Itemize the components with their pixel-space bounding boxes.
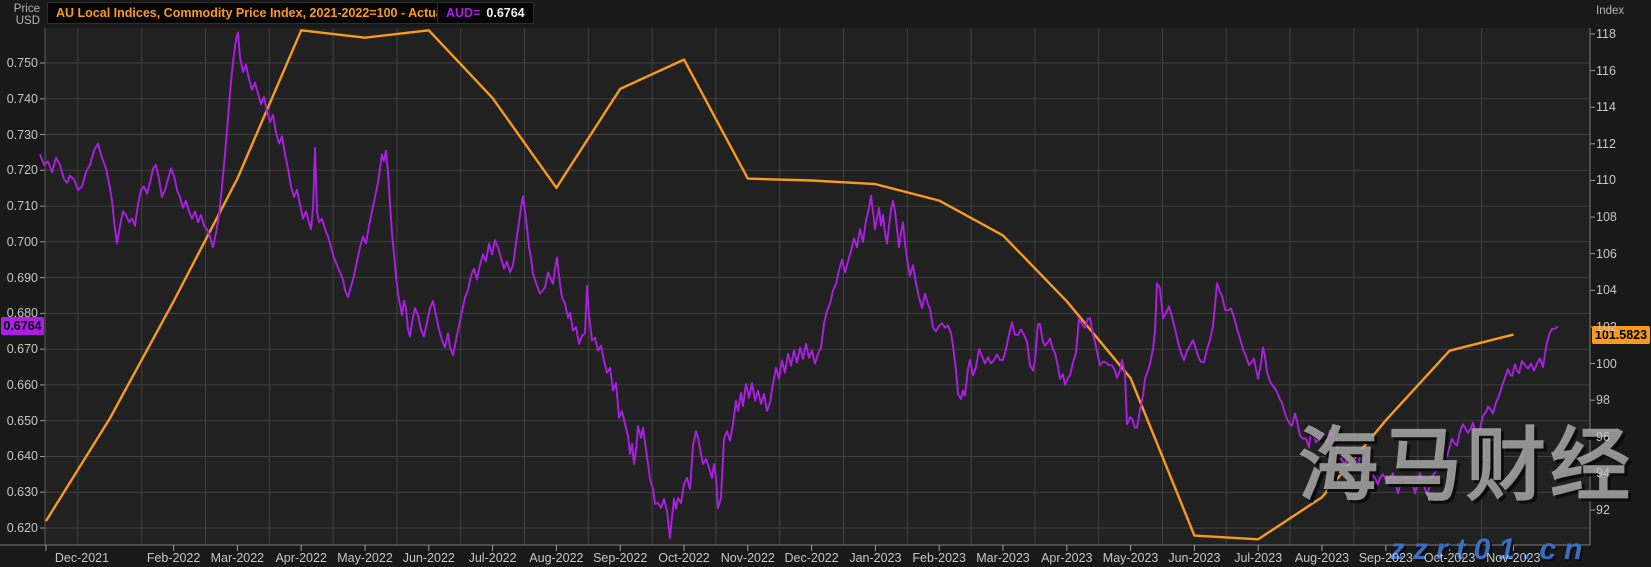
- y-axis-label-left: 0.690: [6, 270, 38, 285]
- cpi-line: [44, 29, 1514, 541]
- y-axis-label-left: 0.660: [6, 377, 38, 392]
- cpi-last-price-badge: 101.5823: [1592, 326, 1650, 344]
- y-axis-label-right: 92: [1596, 503, 1610, 517]
- x-axis-label: Oct-2022: [658, 551, 710, 565]
- y-axis-label-right: 100: [1596, 356, 1617, 371]
- right-axis-title: Index: [1596, 5, 1625, 17]
- y-axis-label-right: 96: [1596, 429, 1610, 444]
- x-axis-label: Aug-2022: [529, 551, 584, 565]
- y-axis-label-right: 106: [1596, 246, 1617, 261]
- y-axis-label-left: 0.720: [6, 163, 38, 178]
- y-axis-label-left: 0.730: [6, 127, 38, 142]
- y-axis-label-right: 94: [1596, 466, 1610, 481]
- y-axis-label-right: 116: [1596, 63, 1616, 78]
- x-axis-label: Dec-2022: [784, 551, 839, 565]
- y-axis-label-left: 0.620: [6, 521, 38, 535]
- y-axis-label-left: 0.640: [6, 449, 38, 464]
- left-axis-title-line2: USD: [15, 15, 40, 27]
- y-axis-label-left: 0.710: [6, 199, 38, 214]
- y-axis-label-right: 118: [1596, 27, 1616, 41]
- x-axis-label: Dec-2021: [54, 551, 110, 565]
- x-axis-label: Apr-2023: [1041, 551, 1093, 565]
- legend-aud-value: 0.6764: [486, 6, 525, 20]
- x-axis-label: Jul-2022: [468, 551, 517, 565]
- y-axis-label-right: 112: [1596, 136, 1616, 151]
- x-axis-label: Sep-2022: [593, 551, 648, 565]
- x-axis-label: Sep-2023: [1358, 551, 1413, 565]
- legend-commodity-index-label: AU Local Indices, Commodity Price Index,…: [56, 6, 447, 20]
- watermark-cjk: 海马财经: [1298, 421, 1634, 510]
- watermark-url: zzrt01.cn: [1390, 533, 1591, 566]
- x-axis-label: Aug-2023: [1294, 551, 1350, 565]
- y-axis-label-left: 0.700: [6, 234, 38, 249]
- y-axis-label-right: 98: [1596, 393, 1610, 408]
- y-axis-label-left: 0.680: [6, 306, 38, 321]
- y-axis-label-left: 0.670: [6, 342, 38, 357]
- x-axis-label: Feb-2023: [912, 551, 966, 565]
- y-axis-label-right: 102: [1596, 319, 1617, 334]
- x-axis-label: Jul-2023: [1234, 551, 1283, 565]
- x-axis-label: Nov-2022: [720, 551, 775, 565]
- y-axis-label-right: 104: [1596, 283, 1617, 298]
- x-axis-label: Mar-2023: [976, 551, 1030, 565]
- y-axis-label-left: 0.650: [6, 413, 38, 428]
- y-axis-label-right: 108: [1596, 210, 1617, 225]
- x-axis-label: Jan-2023: [849, 551, 902, 565]
- x-axis-label: May-2023: [1102, 551, 1159, 565]
- y-axis-label-right: 110: [1596, 173, 1616, 188]
- left-axis-title: Price USD: [0, 3, 40, 27]
- x-axis-label: Nov-2023: [1486, 551, 1541, 565]
- chart-plot-area[interactable]: [45, 28, 1590, 545]
- aud-line: [39, 31, 1559, 539]
- x-axis-label: Oct-2023: [1423, 551, 1476, 565]
- aud-last-price-badge: 0.6764: [1, 317, 44, 335]
- x-axis-label: May-2022: [337, 551, 393, 565]
- y-axis-label-left: 0.740: [6, 91, 38, 106]
- x-axis-label: Jun-2023: [1168, 551, 1221, 565]
- x-axis-label: Feb-2022: [146, 551, 201, 565]
- x-axis-label: Apr-2022: [275, 551, 327, 565]
- legend-item-commodity-index[interactable]: AU Local Indices, Commodity Price Index,…: [47, 2, 514, 24]
- left-axis-title-line1: Price: [13, 3, 40, 15]
- y-axis-label-left: 0.750: [6, 56, 38, 70]
- legend-aud-label: AUD=: [446, 6, 481, 20]
- x-axis-label: Mar-2022: [210, 551, 265, 565]
- y-axis-label-right: 114: [1596, 100, 1616, 115]
- legend-item-aud[interactable]: AUD= 0.6764: [437, 2, 534, 24]
- y-axis-label-left: 0.630: [6, 485, 38, 500]
- x-axis-label: Jun-2022: [402, 551, 455, 565]
